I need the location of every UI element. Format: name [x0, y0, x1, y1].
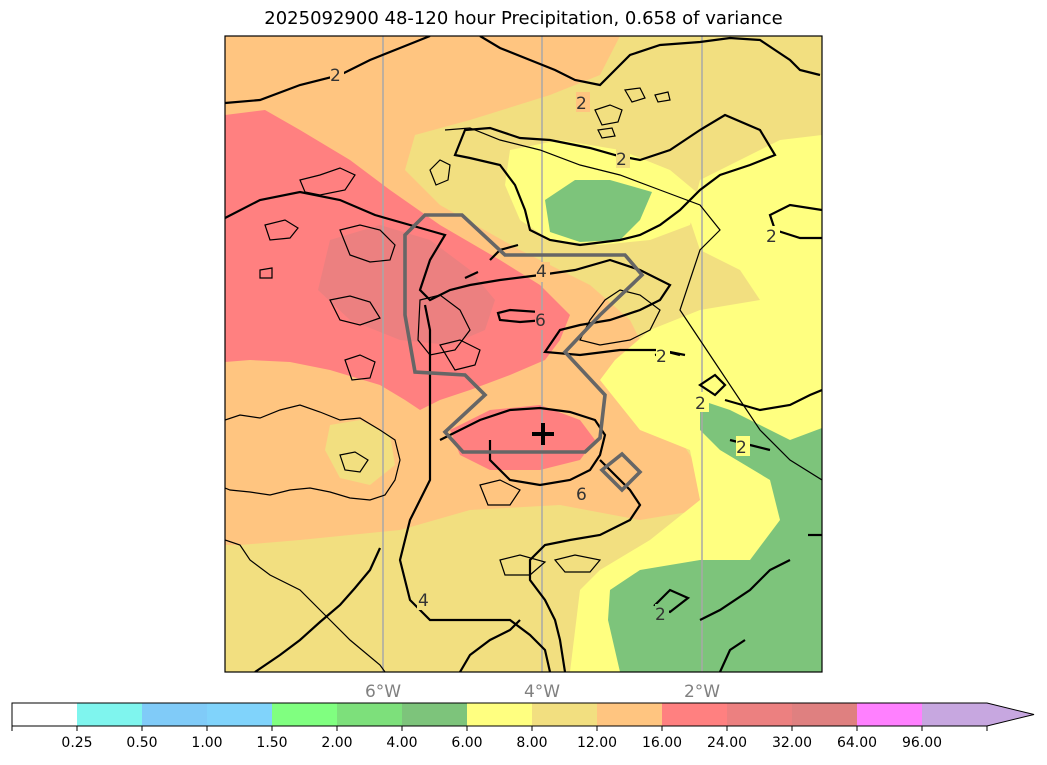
colorbar-tick-label: 0.50	[126, 735, 157, 751]
colorbar-tick-label: 96.00	[902, 735, 942, 751]
colorbar-tick-label: 32.00	[772, 735, 812, 751]
contour-label: 2	[655, 605, 666, 625]
colorbar-tick-label: 4.00	[386, 735, 417, 751]
contour-label: 4	[536, 262, 547, 282]
longitude-label-6w: 6°W	[365, 682, 401, 702]
contour-label: 2	[695, 394, 706, 414]
significance-outline	[403, 213, 645, 493]
colorbar-tick-label: 16.00	[642, 735, 682, 751]
colorbar-segment	[77, 703, 143, 726]
colorbar-segment	[792, 703, 858, 726]
colorbar-tick-label: 1.50	[256, 735, 287, 751]
contour-label-group: 2 2 2 2 4 6 2 2 2 6 4 2	[330, 64, 780, 625]
colorbar-segment	[857, 703, 923, 726]
colorbar-segment	[142, 703, 208, 726]
contour-label: 2	[616, 150, 627, 170]
colorbar-tick-label: 8.00	[516, 735, 547, 751]
map-frame	[224, 35, 823, 673]
colorbar-segment	[337, 703, 403, 726]
map-title: 2025092900 48-120 hour Precipitation, 0.…	[264, 8, 783, 29]
colorbar-tick-label: 12.00	[577, 735, 617, 751]
precip-band-12-16-patch	[325, 420, 395, 485]
contour-label: 6	[576, 485, 587, 505]
colorbar-segment	[727, 703, 793, 726]
colorbar-segment	[662, 703, 728, 726]
plus-marker	[532, 423, 554, 445]
colorbar-segment	[467, 703, 533, 726]
colorbar-tick-label: 2.00	[321, 735, 352, 751]
precip-band-green-north	[545, 180, 652, 242]
colorbar-tick-label: 64.00	[837, 735, 877, 751]
contour-label: 2	[576, 94, 587, 114]
colorbar-tick-label: 0.25	[61, 735, 92, 751]
colorbar-segment	[402, 703, 468, 726]
contour-label: 4	[418, 591, 429, 611]
longitude-label-2w: 2°W	[684, 682, 720, 702]
colorbar-tick-label: 24.00	[707, 735, 747, 751]
colorbar-segment	[12, 703, 78, 726]
colorbar-outline	[11, 702, 1035, 727]
contour-label: 2	[766, 227, 777, 247]
contour-label: 2	[736, 438, 747, 458]
colorbar-segment	[597, 703, 663, 726]
colorbar-segment	[532, 703, 598, 726]
colorbar-tick-label: 1.00	[191, 735, 222, 751]
contour-label: 2	[330, 66, 341, 86]
map-plot-area	[225, 36, 822, 672]
contour-label: 6	[535, 311, 546, 331]
colorbar-segment	[922, 703, 988, 726]
colorbar-segment	[272, 703, 338, 726]
longitude-label-4w: 4°W	[524, 682, 560, 702]
colorbar-segment	[207, 703, 273, 726]
colorbar-tick-label: 6.00	[451, 735, 482, 751]
colorbar: 0.25 0.50 1.00 1.50 2.00 4.00 6.00 8.00 12.00 16.…	[11, 702, 1035, 751]
colorbar-extend-arrow	[987, 703, 1034, 726]
contour-label: 2	[656, 347, 667, 367]
